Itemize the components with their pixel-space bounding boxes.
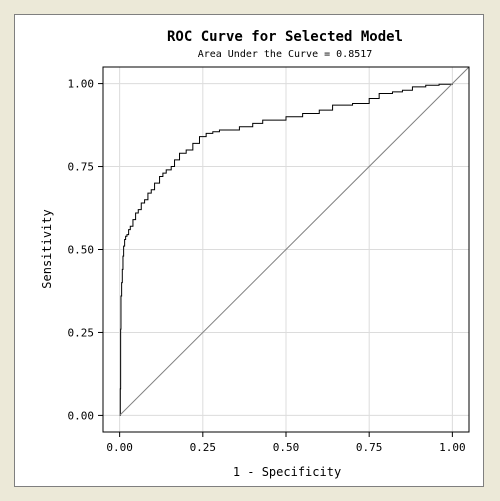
chart-title: ROC Curve for Selected Model	[167, 29, 403, 45]
chart-subtitle: Area Under the Curve = 0.8517	[198, 49, 373, 60]
axes: 0.00 0.25 0.50 0.75 1.00 0.00 0.25 0.50 0.75 1.00	[68, 78, 466, 454]
y-tick-label: 0.00	[68, 409, 95, 422]
reference-diagonal-line	[119, 66, 470, 416]
grid	[103, 67, 469, 432]
x-tick-label: 0.50	[273, 441, 300, 454]
plot-marks	[119, 66, 470, 416]
roc-curve-line	[119, 83, 453, 416]
chart-frame: ROC Curve for Selected Model Area Under …	[14, 14, 484, 487]
y-tick-label: 0.75	[68, 161, 95, 174]
y-tick-label: 0.25	[68, 326, 95, 339]
x-axis-label: 1 - Specificity	[233, 465, 341, 479]
x-tick-label: 0.00	[106, 441, 133, 454]
y-axis-label: Sensitivity	[40, 209, 54, 288]
y-tick-label: 1.00	[68, 78, 95, 91]
x-tick-label: 0.25	[190, 441, 217, 454]
x-tick-label: 1.00	[439, 441, 466, 454]
x-tick-label: 0.75	[356, 441, 383, 454]
y-tick-label: 0.50	[68, 244, 95, 257]
roc-chart: ROC Curve for Selected Model Area Under …	[40, 29, 470, 479]
